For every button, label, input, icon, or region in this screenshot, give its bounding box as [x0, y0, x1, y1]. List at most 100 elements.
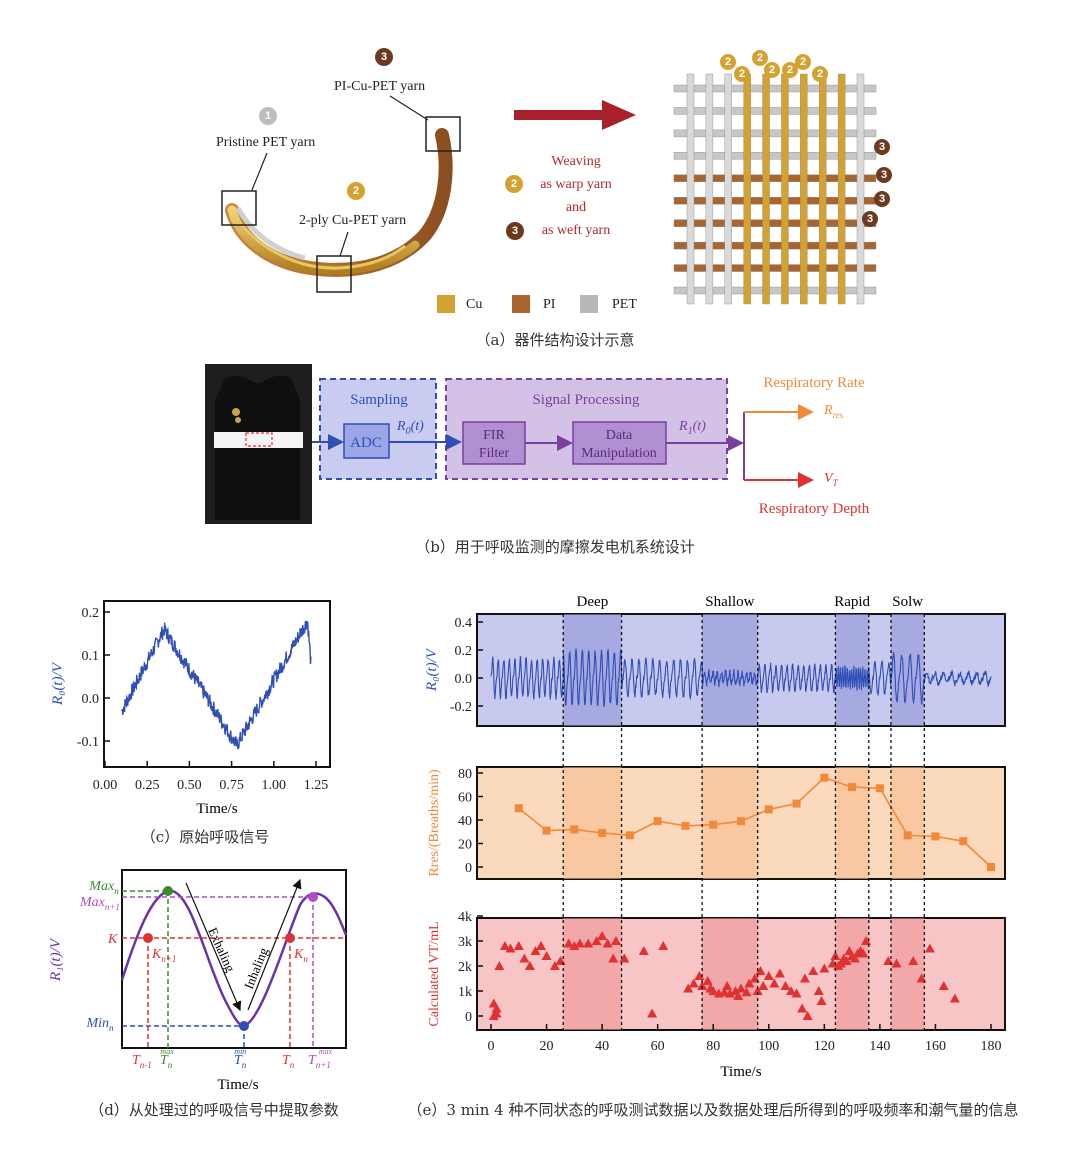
chart-e-bot-ytick: 2k [458, 960, 472, 975]
panel-d: Exhaling Inhaling Maxn Maxn+1 K Minn Kn+… [48, 869, 348, 1119]
label-pristine-pet: Pristine PET yarn [216, 135, 315, 150]
svg-text:2: 2 [353, 185, 359, 197]
vt-point [816, 996, 827, 1005]
chart-e-bot-ytick: 4k [458, 910, 472, 925]
vt-point [758, 981, 769, 990]
vt-point [744, 978, 755, 988]
respiratory-rate-label: Respiratory Rate [763, 375, 865, 391]
state-label: Solw [892, 594, 923, 610]
svg-text:2: 2 [511, 178, 517, 190]
vt-point [583, 938, 594, 948]
svg-text:Kn: Kn [293, 947, 308, 964]
caption-e: （e）3 min 4 种不同状态的呼吸测试数据以及数据处理后所得到的呼吸频率和潮… [408, 1101, 1019, 1119]
svg-text:PET: PET [612, 297, 637, 312]
weft-pi-yarn [673, 219, 877, 227]
chart-e-xtick: 60 [651, 1039, 665, 1054]
panel-a: 1 Pristine PET yarn 3 PI-Cu-PET yarn 2 2… [216, 48, 892, 349]
vt-point [763, 971, 774, 980]
vt-point [741, 987, 752, 997]
warp-pet-yarn [856, 73, 865, 305]
state-label: Deep [577, 594, 609, 610]
chart-e-xtick: 0 [488, 1039, 495, 1054]
svg-text:Data: Data [606, 428, 633, 443]
vt-point [530, 946, 541, 955]
vt-point [780, 981, 791, 990]
vt-point [719, 987, 730, 997]
k-n1-point [143, 933, 153, 943]
vt-point [597, 931, 608, 940]
rres-point [987, 863, 995, 871]
svg-text:Maxn+1: Maxn+1 [79, 895, 120, 912]
vt-point [908, 956, 919, 965]
chart-c-ytick: 0.2 [82, 606, 100, 621]
svg-text:Kn+1: Kn+1 [151, 947, 176, 964]
chart-c-xtick: 0.75 [219, 778, 244, 793]
svg-text:VT: VT [824, 471, 839, 488]
badge-3-icon [862, 211, 878, 227]
svg-text:2: 2 [817, 68, 823, 80]
badge-3-icon [506, 222, 524, 240]
badge-3-icon [874, 139, 890, 155]
badge-2-icon [347, 182, 365, 200]
rres-point [848, 783, 857, 792]
weft-pet-yarn [673, 107, 877, 115]
vt-point [769, 978, 780, 988]
k-n-point [285, 933, 295, 943]
vt-point [774, 968, 785, 978]
vt-point [755, 966, 766, 975]
vt-point [891, 958, 902, 968]
svg-text:3: 3 [879, 141, 885, 153]
vt-point [786, 986, 796, 995]
vt-point [702, 976, 713, 985]
rres-point [709, 820, 718, 829]
vt-point [736, 983, 746, 993]
svg-text:K: K [107, 932, 118, 947]
chart-c-ytick: 0.1 [82, 649, 100, 664]
svg-text:Weaving: Weaving [551, 154, 600, 169]
warp-pet-yarn [705, 73, 714, 305]
rres-point [542, 826, 551, 835]
svg-text:R1(t): R1(t) [678, 419, 706, 437]
chart-d-xlabel-item: Tn [282, 1053, 295, 1070]
vt-point [697, 981, 708, 990]
rres-point [903, 831, 912, 840]
svg-text:Filter: Filter [479, 446, 510, 461]
svg-text:as warp yarn: as warp yarn [540, 177, 612, 192]
chart-c-xtick: 0.50 [177, 778, 202, 793]
warp-pet-yarn [724, 73, 732, 305]
vt-point [563, 938, 574, 948]
two-ply-cu-pet-yarn [227, 205, 420, 275]
vt-point [647, 1008, 658, 1018]
chart-c-xlabel: Time/s [196, 801, 237, 817]
vt-point [791, 988, 802, 998]
chart-e-mid-ytick: 80 [458, 767, 472, 782]
legend-pi-swatch [512, 295, 530, 313]
svg-text:Minn: Minn [85, 1016, 114, 1033]
warp-cu-yarn [800, 73, 808, 305]
respiratory-depth-label: Respiratory Depth [759, 501, 870, 517]
chart-e-top-ylabel: R₀(t)/V [424, 647, 440, 692]
vt-point [683, 983, 694, 993]
vt-point [836, 958, 846, 968]
legend-pet-swatch [580, 295, 598, 313]
chart-e-bot-ytick: 1k [458, 985, 472, 1000]
chart-d-ylabel: R₁(t)/V [48, 937, 64, 982]
vt-point [924, 943, 935, 953]
chart-e-xtick: 80 [706, 1039, 720, 1054]
vt-point [491, 1003, 502, 1013]
vt-point [499, 941, 510, 950]
chart-e-mid-line [518, 776, 992, 868]
chart-e-mid-ytick: 0 [465, 861, 472, 876]
pi-zoom-box [425, 116, 461, 152]
chart-d-xlabel-item: Tn+1max [308, 1047, 333, 1070]
badge-2-icon [782, 62, 798, 78]
warp-pet-yarn [686, 73, 695, 305]
svg-text:2: 2 [757, 52, 763, 64]
vt-point [938, 981, 949, 990]
badge-2-icon [795, 54, 811, 70]
rres-point [875, 784, 884, 793]
vt-point [694, 971, 705, 980]
vt-point [830, 951, 841, 960]
warp-cu-yarn [743, 73, 751, 305]
vt-point [494, 961, 505, 970]
